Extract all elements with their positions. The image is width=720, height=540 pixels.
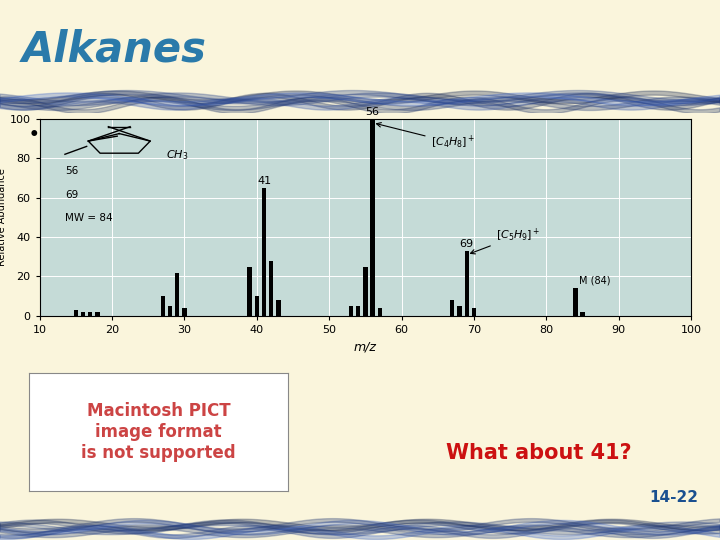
Bar [182,308,186,316]
Text: Macintosh PICT
image format
is not supported: Macintosh PICT image format is not suppo… [81,402,235,462]
Text: • Mass spectrum of methylcyclopentane.: • Mass spectrum of methylcyclopentane. [29,125,413,144]
Text: 56: 56 [65,166,78,176]
Bar [371,119,375,316]
Text: 69: 69 [65,190,78,200]
Text: 41: 41 [257,176,271,186]
Bar [88,312,92,316]
Text: 14-22: 14-22 [649,490,698,505]
Text: 56: 56 [366,107,379,117]
Bar [356,306,360,316]
Bar [262,188,266,316]
Text: $CH_3$: $CH_3$ [166,148,189,162]
Bar [580,312,585,316]
Text: M (84): M (84) [579,275,611,285]
Bar [464,251,469,316]
Bar [168,306,172,316]
Text: MW = 84: MW = 84 [65,213,112,224]
Text: $[C_5H_9]^+$: $[C_5H_9]^+$ [471,227,540,254]
Bar [81,312,85,316]
Bar [73,310,78,316]
X-axis label: m/z: m/z [354,341,377,354]
Bar [573,288,577,316]
Bar [95,312,99,316]
Bar [161,296,165,316]
Bar [472,308,476,316]
Bar [450,300,454,316]
Text: 69: 69 [459,239,474,249]
Bar [457,306,462,316]
Bar [348,306,353,316]
Text: © Brooks/Cole, Cengage Learning: © Brooks/Cole, Cengage Learning [29,396,172,405]
Text: Alkanes: Alkanes [22,28,207,70]
Bar [269,261,274,316]
Bar [378,308,382,316]
Bar [255,296,259,316]
Bar [248,267,252,316]
Text: What about 41?: What about 41? [446,443,632,463]
Y-axis label: Relative Abundance: Relative Abundance [0,168,6,266]
Bar [175,273,179,316]
Text: $[C_4H_8]^+$: $[C_4H_8]^+$ [377,123,475,151]
Bar [276,300,281,316]
Bar [363,267,368,316]
